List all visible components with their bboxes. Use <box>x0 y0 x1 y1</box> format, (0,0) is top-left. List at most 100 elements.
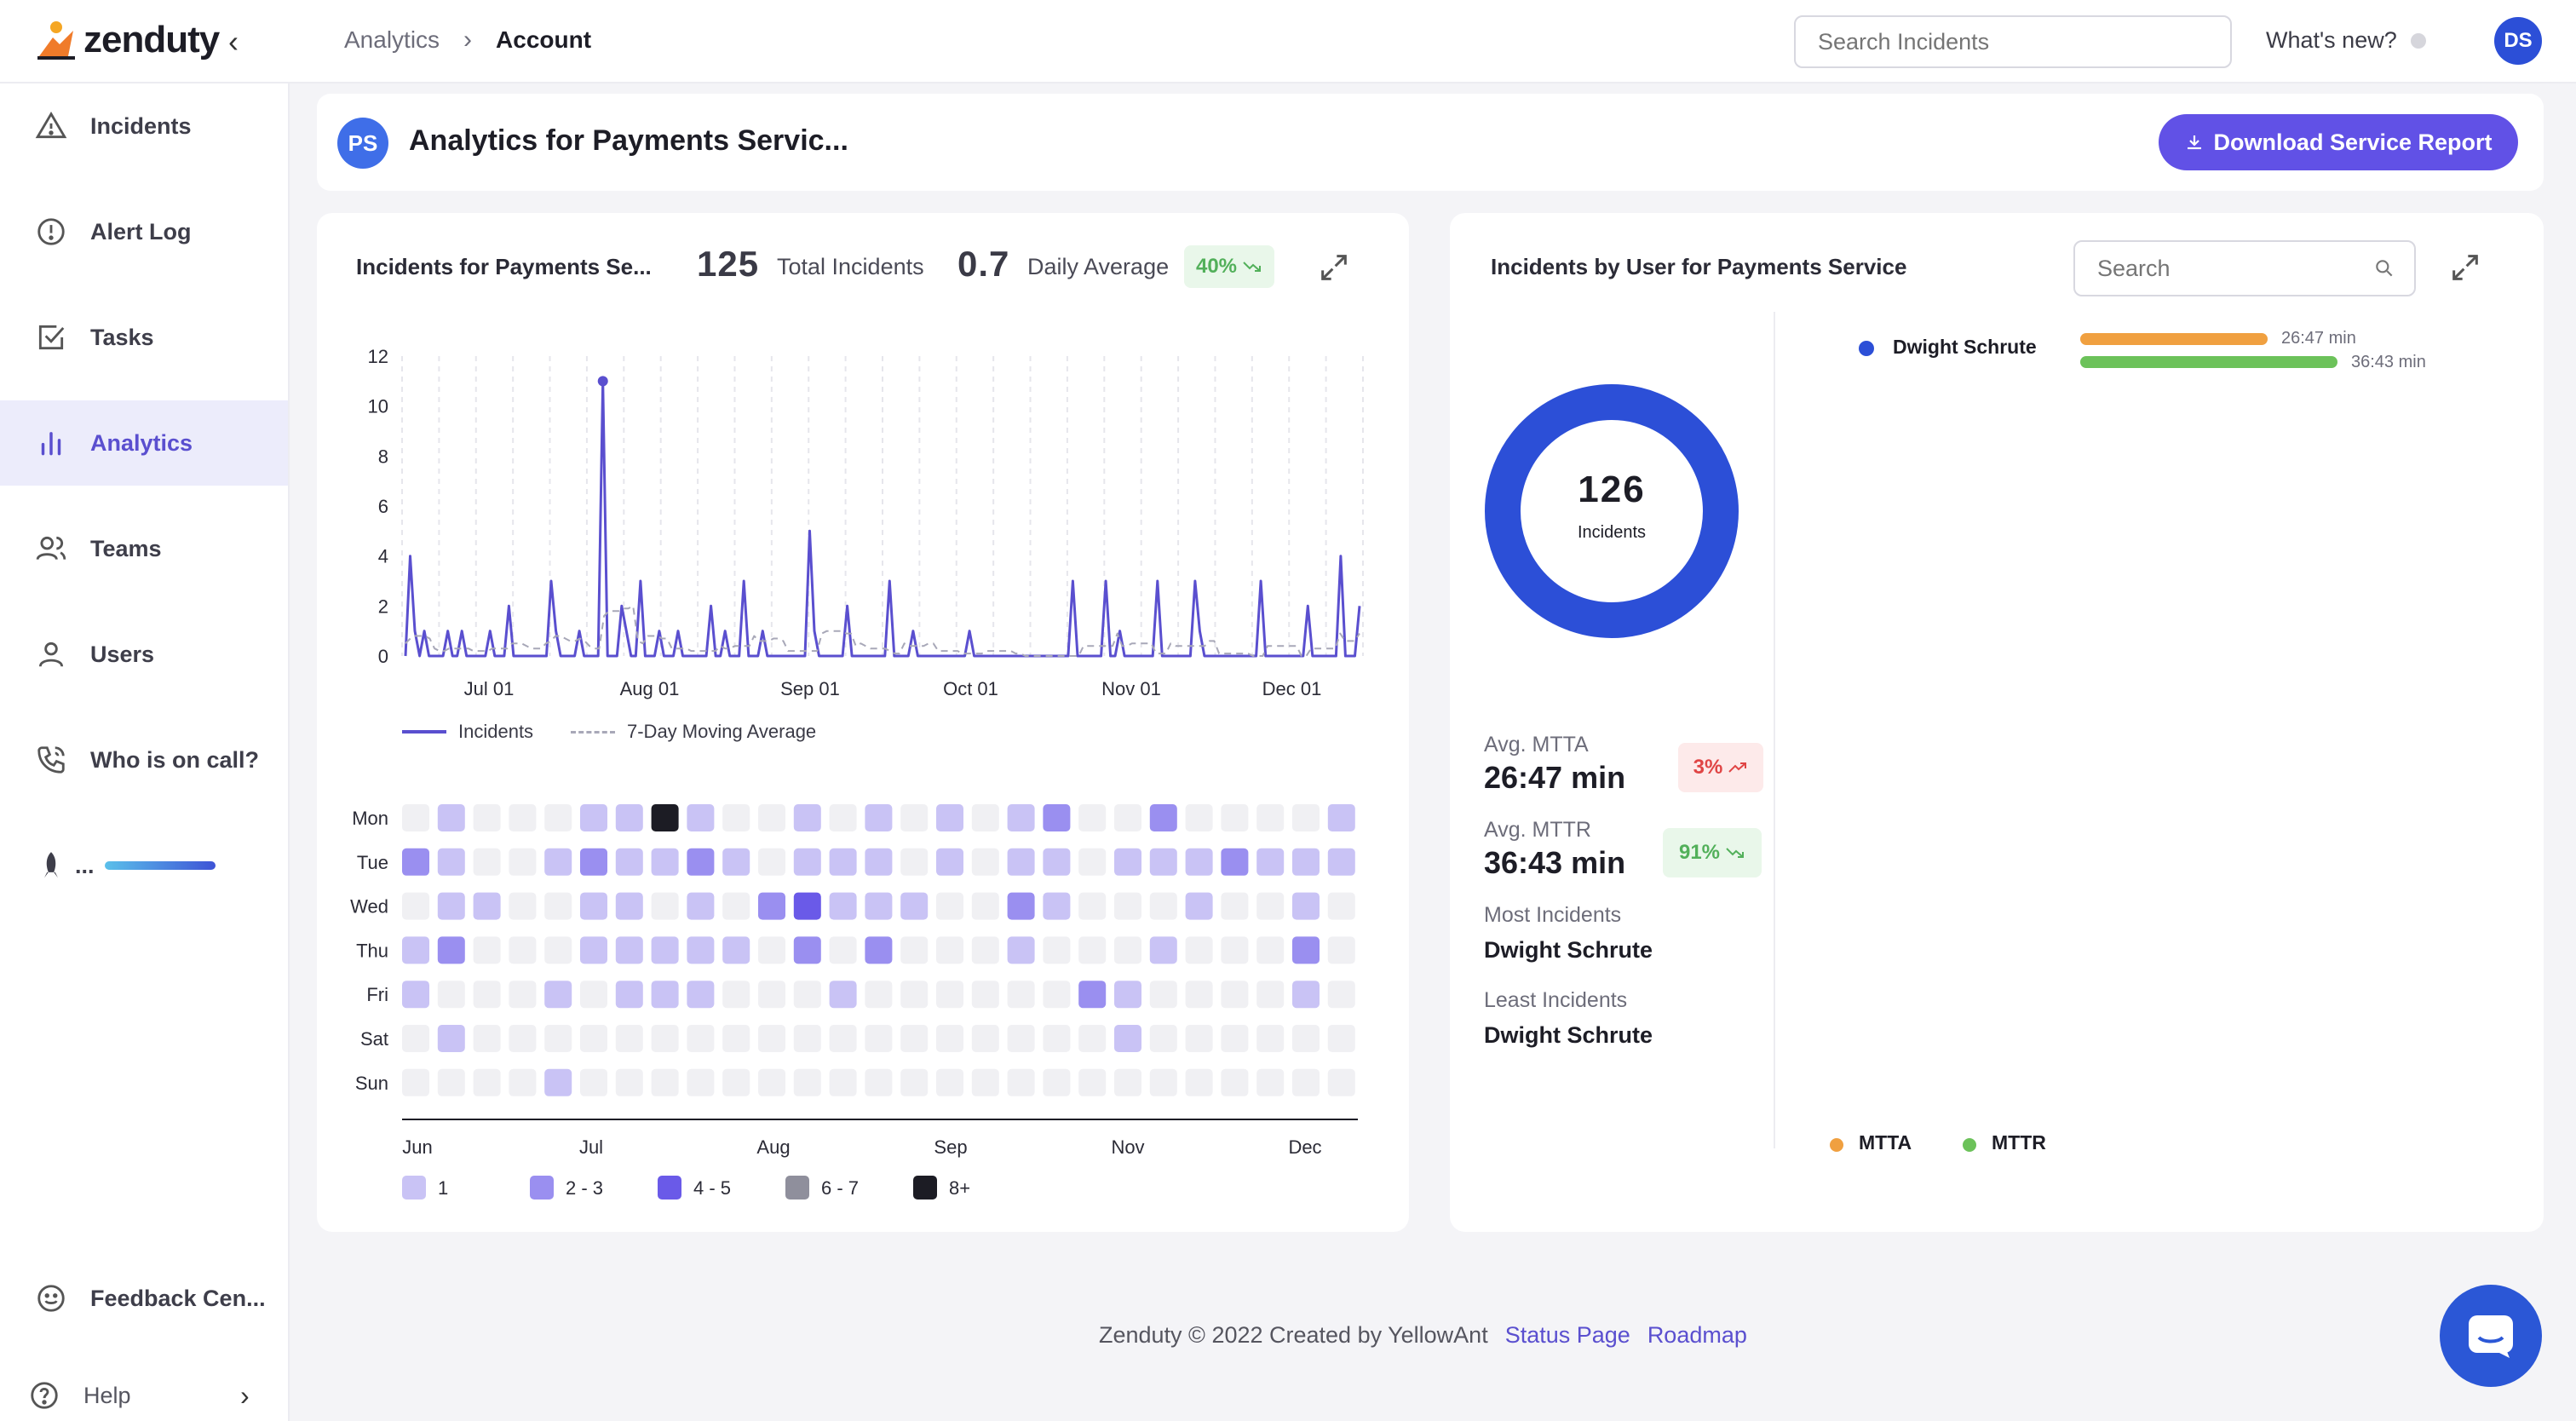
heatmap-cell[interactable] <box>687 936 715 964</box>
heatmap-cell[interactable] <box>1185 1068 1213 1096</box>
heatmap-cell[interactable] <box>509 1025 537 1052</box>
heatmap-cell[interactable] <box>1043 936 1071 964</box>
heatmap-cell[interactable] <box>900 804 929 831</box>
heatmap-cell[interactable] <box>1327 848 1355 876</box>
heatmap-cell[interactable] <box>1043 892 1071 920</box>
heatmap-cell[interactable] <box>722 804 750 831</box>
expand-icon[interactable] <box>2448 250 2482 285</box>
heatmap-cell[interactable] <box>1256 1068 1285 1096</box>
heatmap-cell[interactable] <box>1221 1025 1249 1052</box>
heatmap-cell[interactable] <box>473 981 501 1009</box>
heatmap-cell[interactable] <box>829 848 857 876</box>
heatmap-cell[interactable] <box>473 892 501 920</box>
heatmap-cell[interactable] <box>1149 1025 1177 1052</box>
heatmap-cell[interactable] <box>687 804 715 831</box>
heatmap-cell[interactable] <box>1327 804 1355 831</box>
heatmap-cell[interactable] <box>687 848 715 876</box>
heatmap-cell[interactable] <box>580 936 607 964</box>
heatmap-cell[interactable] <box>1256 804 1285 831</box>
user-name[interactable]: Dwight Schrute <box>1893 336 2037 358</box>
heatmap-cell[interactable] <box>651 1068 679 1096</box>
heatmap-cell[interactable] <box>936 1068 963 1096</box>
heatmap-cell[interactable] <box>758 892 785 920</box>
heatmap-cell[interactable] <box>615 981 643 1009</box>
heatmap-cell[interactable] <box>402 936 429 964</box>
heatmap-cell[interactable] <box>580 1068 607 1096</box>
heatmap-cell[interactable] <box>900 981 929 1009</box>
heatmap-cell[interactable] <box>437 1068 465 1096</box>
heatmap-cell[interactable] <box>544 892 572 920</box>
heatmap-cell[interactable] <box>473 936 501 964</box>
heatmap-cell[interactable] <box>829 1068 857 1096</box>
heatmap-cell[interactable] <box>1078 1068 1107 1096</box>
heatmap-cell[interactable] <box>758 1025 785 1052</box>
heatmap-cell[interactable] <box>1292 848 1320 876</box>
heatmap-cell[interactable] <box>829 1025 857 1052</box>
heatmap-cell[interactable] <box>402 1025 429 1052</box>
sidebar-item-users[interactable]: Users <box>0 612 288 697</box>
heatmap-cell[interactable] <box>580 981 607 1009</box>
heatmap-cell[interactable] <box>1007 981 1035 1009</box>
heatmap-cell[interactable] <box>793 804 821 831</box>
heatmap-cell[interactable] <box>758 1068 785 1096</box>
heatmap-cell[interactable] <box>473 804 501 831</box>
heatmap-cell[interactable] <box>473 848 501 876</box>
heatmap-cell[interactable] <box>1327 1068 1355 1096</box>
heatmap-cell[interactable] <box>1007 892 1035 920</box>
heatmap-cell[interactable] <box>1292 936 1320 964</box>
heatmap-cell[interactable] <box>509 1068 537 1096</box>
heatmap-cell[interactable] <box>1185 1025 1213 1052</box>
heatmap-cell[interactable] <box>1292 804 1320 831</box>
heatmap-cell[interactable] <box>1221 981 1249 1009</box>
heatmap-cell[interactable] <box>1149 848 1177 876</box>
heatmap-cell[interactable] <box>829 892 857 920</box>
download-report-button[interactable]: Download Service Report <box>2159 114 2518 170</box>
heatmap-cell[interactable] <box>615 848 643 876</box>
heatmap-cell[interactable] <box>758 936 785 964</box>
heatmap-cell[interactable] <box>829 804 857 831</box>
peak-point[interactable] <box>597 376 608 387</box>
heatmap-cell[interactable] <box>1114 936 1141 964</box>
heatmap-cell[interactable] <box>1185 848 1213 876</box>
heatmap-cell[interactable] <box>865 892 893 920</box>
heatmap-cell[interactable] <box>509 936 537 964</box>
heatmap-cell[interactable] <box>1043 1068 1071 1096</box>
heatmap-cell[interactable] <box>544 848 572 876</box>
heatmap-cell[interactable] <box>1221 1068 1249 1096</box>
heatmap-cell[interactable] <box>544 1068 572 1096</box>
user-avatar[interactable]: DS <box>2494 17 2542 65</box>
heatmap-cell[interactable] <box>651 848 679 876</box>
heatmap-cell[interactable] <box>900 1068 929 1096</box>
heatmap-cell[interactable] <box>722 1068 750 1096</box>
heatmap-cell[interactable] <box>1043 848 1071 876</box>
heatmap-cell[interactable] <box>1256 936 1285 964</box>
sidebar-item-analytics[interactable]: Analytics <box>0 400 288 486</box>
heatmap-cell[interactable] <box>829 981 857 1009</box>
search-incidents-input[interactable] <box>1794 15 2232 68</box>
heatmap-cell[interactable] <box>651 1025 679 1052</box>
heatmap-cell[interactable] <box>1078 981 1107 1009</box>
expand-icon[interactable] <box>1317 250 1351 285</box>
heatmap-cell[interactable] <box>615 1068 643 1096</box>
heatmap-cell[interactable] <box>1185 981 1213 1009</box>
heatmap-cell[interactable] <box>1256 1025 1285 1052</box>
heatmap-cell[interactable] <box>580 804 607 831</box>
heatmap-cell[interactable] <box>722 848 750 876</box>
heatmap-cell[interactable] <box>971 892 999 920</box>
heatmap-cell[interactable] <box>1292 892 1320 920</box>
heatmap-cell[interactable] <box>651 936 679 964</box>
heatmap-cell[interactable] <box>1149 892 1177 920</box>
heatmap-cell[interactable] <box>865 804 893 831</box>
heatmap-cell[interactable] <box>1007 804 1035 831</box>
heatmap-cell[interactable] <box>1221 848 1249 876</box>
heatmap-cell[interactable] <box>651 804 679 831</box>
heatmap-cell[interactable] <box>437 936 465 964</box>
heatmap-cell[interactable] <box>793 936 821 964</box>
heatmap-cell[interactable] <box>402 892 429 920</box>
zenduty-logo[interactable]: zenduty <box>34 19 220 61</box>
heatmap-cell[interactable] <box>1256 981 1285 1009</box>
heatmap-cell[interactable] <box>1327 936 1355 964</box>
heatmap-cell[interactable] <box>580 1025 607 1052</box>
heatmap-cell[interactable] <box>900 1025 929 1052</box>
heatmap-cell[interactable] <box>687 1025 715 1052</box>
